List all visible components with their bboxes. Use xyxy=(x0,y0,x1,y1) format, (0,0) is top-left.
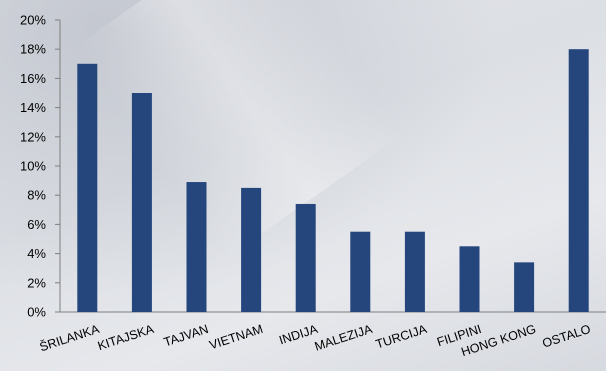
bar xyxy=(295,203,316,312)
y-tick-label: 6% xyxy=(27,217,46,232)
x-tick-label: MALEZIJA xyxy=(313,322,375,354)
y-tick-label: 12% xyxy=(20,129,46,144)
y-tick-label: 2% xyxy=(27,275,46,290)
bar xyxy=(350,231,371,312)
x-tick-label: TAJVAN xyxy=(162,322,210,350)
bar xyxy=(241,187,262,312)
x-tick-label: TURCIJA xyxy=(374,322,429,352)
bar xyxy=(459,246,480,312)
x-tick-label: ŠRILANKA xyxy=(37,321,101,355)
x-tick-label: KITAJSKA xyxy=(96,322,156,353)
bar xyxy=(514,262,535,312)
y-tick-label: 8% xyxy=(27,188,46,203)
y-tick-label: 14% xyxy=(20,100,46,115)
bar xyxy=(568,49,589,312)
y-tick-label: 10% xyxy=(20,159,46,174)
y-tick-label: 16% xyxy=(20,71,46,86)
y-tick-label: 18% xyxy=(20,42,46,57)
bar xyxy=(186,182,207,312)
y-tick-label: 0% xyxy=(27,305,46,320)
bar xyxy=(404,231,425,312)
bar xyxy=(77,63,98,312)
x-tick-label: OSTALO xyxy=(541,322,593,351)
x-tick-label: VIETNAM xyxy=(208,322,265,352)
bar xyxy=(131,93,152,312)
y-tick-label: 20% xyxy=(20,13,46,28)
y-tick-label: 4% xyxy=(27,246,46,261)
